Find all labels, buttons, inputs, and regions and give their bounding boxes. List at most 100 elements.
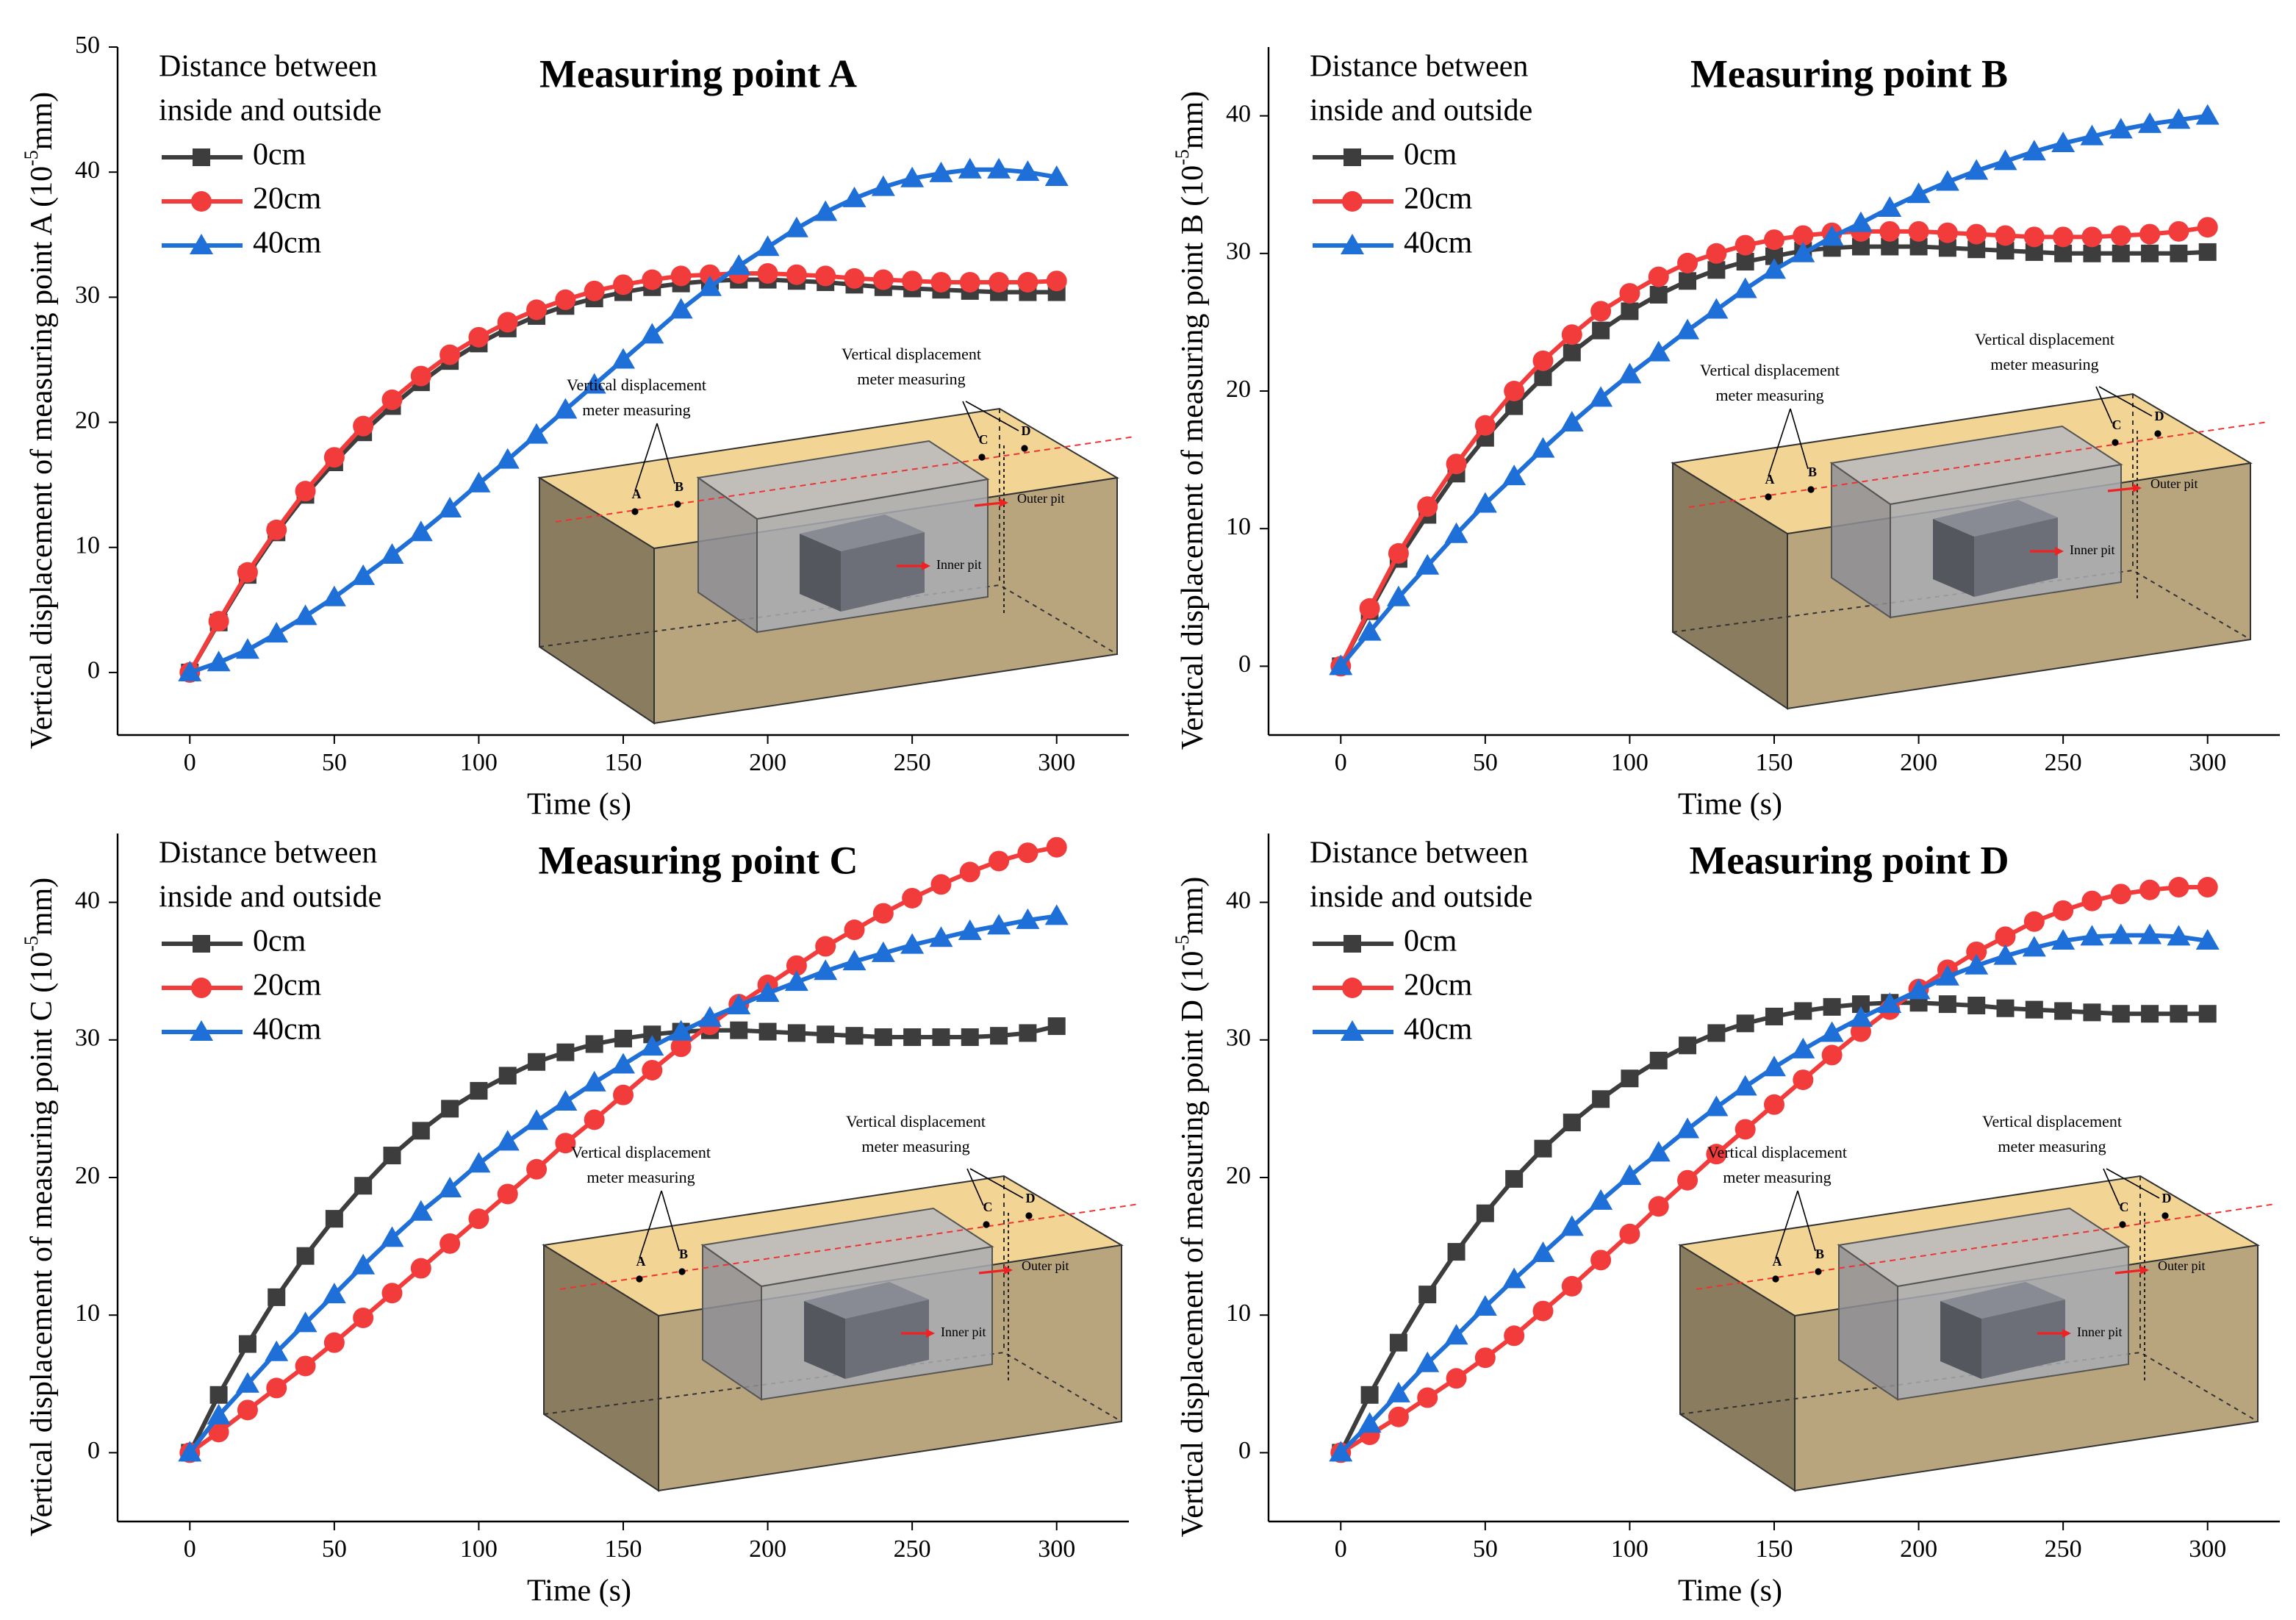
outer-pit-label: Outer pit (2150, 476, 2198, 491)
marker (1935, 170, 1959, 191)
marker (670, 1036, 692, 1058)
marker (1592, 1090, 1610, 1108)
legend-title: inside and outside (159, 94, 381, 128)
marker (323, 1332, 345, 1353)
marker (842, 950, 867, 971)
legend-marker (191, 978, 212, 998)
x-tick-label: 100 (460, 749, 498, 776)
measuring-point (1815, 1268, 1822, 1275)
marker (2195, 104, 2220, 125)
y-tick-label: 40 (1226, 100, 1251, 127)
marker (410, 1258, 431, 1279)
marker (1966, 941, 1987, 962)
marker (1386, 585, 1410, 606)
marker (814, 200, 838, 221)
x-tick-label: 50 (1473, 749, 1498, 776)
inset-label: Vertical displacement (1982, 1112, 2122, 1130)
marker (1563, 1114, 1581, 1132)
pointer (639, 1190, 662, 1259)
marker (1416, 1351, 1440, 1372)
marker (410, 365, 431, 387)
x-tick-label: 100 (1611, 1535, 1649, 1563)
y-axis-label-part: -5 (1172, 935, 1193, 951)
y-tick-label: 40 (1226, 886, 1251, 914)
marker (1329, 654, 1353, 675)
marker (902, 270, 923, 292)
marker (844, 920, 865, 941)
marker (871, 941, 895, 962)
marker (1848, 211, 1873, 232)
marker (353, 415, 374, 437)
panel: 0 10 20 30 40 0 50 100 150 200 250 300 Time (s) Verti… (1172, 47, 2280, 822)
survey-line (559, 1203, 1140, 1290)
marker (1733, 1075, 1757, 1096)
marker (1532, 1300, 1554, 1322)
marker (784, 970, 808, 992)
marker (1736, 253, 1754, 271)
measuring-point (2162, 1212, 2169, 1219)
marker (1649, 1051, 1668, 1069)
y-axis-label: Vertical displacement of measuring point… (21, 92, 58, 749)
x-axis-label: Time (s) (1678, 788, 1782, 822)
marker (1646, 1141, 1671, 1162)
marker (872, 269, 894, 290)
marker (959, 271, 980, 293)
marker (1648, 266, 1669, 287)
y-axis-label-part: -5 (21, 936, 42, 952)
marker (2023, 911, 2045, 932)
marker (268, 1288, 286, 1306)
marker (553, 1090, 578, 1111)
marker (1446, 1368, 1467, 1389)
marker (438, 1176, 462, 1197)
marker (497, 1183, 518, 1205)
marker (1329, 1441, 1353, 1462)
legend-marker (190, 1020, 213, 1041)
marker (1764, 229, 1784, 251)
marker (468, 326, 489, 348)
marker (525, 423, 549, 444)
measuring-point (678, 1268, 686, 1275)
marker (757, 263, 778, 284)
legend-marker (191, 191, 212, 212)
inner-pit-top (804, 1282, 929, 1319)
marker (642, 1059, 663, 1080)
marker (293, 604, 318, 626)
point-label: A (632, 487, 642, 501)
x-tick-label: 250 (2045, 749, 2082, 776)
marker (208, 611, 229, 632)
inner-pit-top (800, 515, 925, 551)
measuring-point (983, 1221, 990, 1228)
pointer (965, 401, 1019, 431)
marker (2112, 244, 2130, 262)
marker (2168, 221, 2189, 242)
panel: 0 10 20 30 40 0 50 100 150 200 250 300 Time (s) Verti… (21, 834, 1129, 1608)
legend-label: 40cm (253, 1013, 322, 1047)
marker (235, 638, 259, 659)
outer-pit-label: Outer pit (2158, 1258, 2206, 1273)
marker (1473, 492, 1497, 513)
arrow-head (1004, 1266, 1013, 1275)
marker (178, 1441, 202, 1462)
marker (1044, 904, 1069, 925)
marker (467, 471, 491, 492)
marker (1648, 1196, 1669, 1217)
marker (1474, 415, 1496, 436)
measuring-point (1025, 1212, 1033, 1219)
marker (1621, 1069, 1639, 1088)
marker (1966, 223, 1987, 245)
inset-label: Vertical displacement (842, 345, 981, 363)
y-axis-label-part: -5 (1172, 149, 1193, 165)
marker (1879, 221, 1901, 242)
marker (1908, 221, 1929, 242)
inset-diagram: A B C D Vertical displacement meter measuring… (542, 1112, 1140, 1492)
marker (528, 1053, 546, 1071)
marker (295, 481, 316, 502)
marker (238, 1335, 256, 1353)
marker (409, 1200, 433, 1221)
inset-diagram: A B C D Vertical displacement meter measuring… (537, 345, 1136, 725)
marker (669, 1019, 693, 1041)
marker (1017, 271, 1038, 293)
legend-marker (1341, 1020, 1364, 1041)
marker (207, 650, 231, 672)
marker (1938, 995, 1956, 1014)
